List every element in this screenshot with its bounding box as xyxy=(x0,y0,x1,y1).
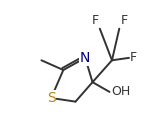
Text: F: F xyxy=(120,14,128,27)
Text: S: S xyxy=(47,91,56,105)
Text: F: F xyxy=(91,14,99,27)
Text: OH: OH xyxy=(111,85,130,98)
Text: N: N xyxy=(80,51,90,65)
Text: F: F xyxy=(130,51,137,64)
